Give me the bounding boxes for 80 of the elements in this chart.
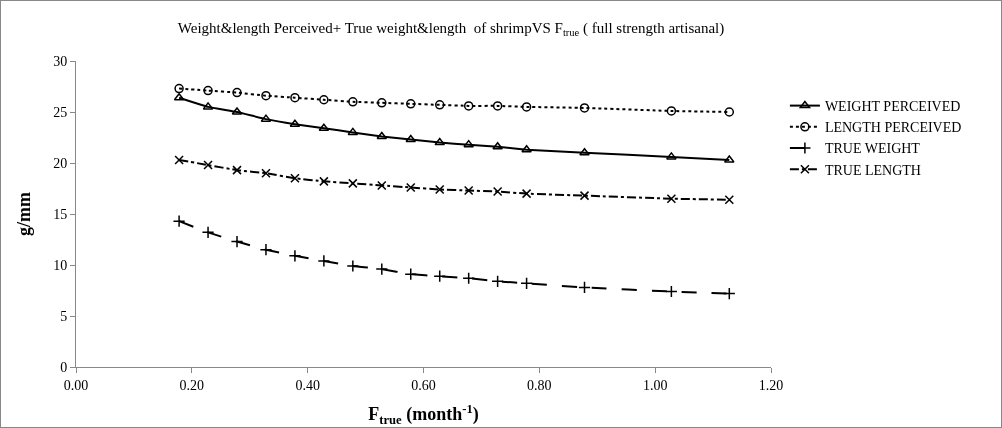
point (521, 144, 532, 153)
y-tick-label: 0 (60, 359, 68, 375)
y-tick-label: 10 (53, 257, 68, 273)
point (724, 107, 735, 117)
point (666, 152, 677, 160)
point (346, 259, 360, 273)
point (666, 106, 677, 116)
point (318, 123, 330, 132)
y-axis-title: g/mm (14, 192, 34, 236)
x-tick-label: 1.00 (642, 377, 668, 393)
point (579, 148, 590, 156)
chart-title: Weight&length Perceived+ True weight&length of shrimpVS F$_{true}$ ( full strength artisanal) (177, 19, 725, 38)
point (434, 137, 446, 146)
point (290, 92, 300, 103)
point (433, 269, 447, 283)
point (463, 185, 474, 196)
point (317, 254, 331, 268)
point (290, 173, 300, 184)
point (348, 97, 358, 107)
point (405, 134, 417, 143)
x-tick-label: 0.60 (411, 377, 436, 393)
point (520, 277, 533, 290)
point (462, 271, 476, 285)
point (319, 95, 329, 105)
y-tick-label: 25 (53, 104, 68, 120)
legend-label: WEIGHT PERCEIVED (824, 99, 961, 115)
point (578, 281, 591, 294)
point (434, 100, 445, 110)
point (377, 98, 387, 108)
point (259, 243, 273, 257)
point (348, 178, 358, 189)
point (319, 176, 329, 187)
point (492, 186, 503, 197)
point (201, 226, 215, 239)
point (665, 285, 678, 298)
point (666, 193, 677, 204)
y-tick-label: 5 (60, 308, 68, 324)
x-tick-label: 0.40 (295, 377, 320, 393)
point (463, 101, 474, 111)
point (521, 188, 532, 199)
x-axis-title: F$_{true}$ (month$^{-1}$) (368, 401, 479, 427)
point (174, 155, 184, 165)
point (232, 87, 242, 98)
point (722, 287, 736, 300)
point (492, 141, 503, 150)
point (261, 90, 271, 101)
y-tick-label: 20 (53, 155, 68, 171)
point (521, 102, 532, 112)
point (230, 235, 244, 248)
point (261, 168, 271, 178)
y-tick-label: 30 (53, 53, 68, 69)
x-tick-label: 0.00 (63, 377, 89, 393)
y-tick-label: 15 (53, 206, 68, 222)
legend-label: TRUE LENGTH (824, 162, 921, 178)
legend-label: LENGTH PERCEIVED (824, 120, 962, 136)
point (492, 101, 503, 111)
point (406, 182, 416, 193)
x-tick-label: 0.20 (179, 377, 205, 393)
x-tick-label: 1.20 (758, 377, 784, 393)
point (491, 274, 504, 288)
legend-label: TRUE WEIGHT (824, 141, 921, 157)
point (203, 85, 213, 96)
point (173, 92, 185, 101)
point (377, 180, 387, 191)
point (463, 139, 475, 148)
point (579, 190, 590, 201)
point (579, 103, 590, 113)
point (172, 214, 186, 228)
point (232, 165, 242, 175)
point (724, 194, 735, 205)
point (406, 99, 416, 109)
point (434, 184, 445, 195)
point (174, 83, 184, 94)
point (376, 131, 388, 140)
x-tick-label: 0.80 (527, 377, 552, 393)
point (404, 267, 418, 281)
point (375, 262, 389, 276)
point (288, 249, 302, 263)
point (347, 127, 359, 136)
point (203, 160, 213, 170)
